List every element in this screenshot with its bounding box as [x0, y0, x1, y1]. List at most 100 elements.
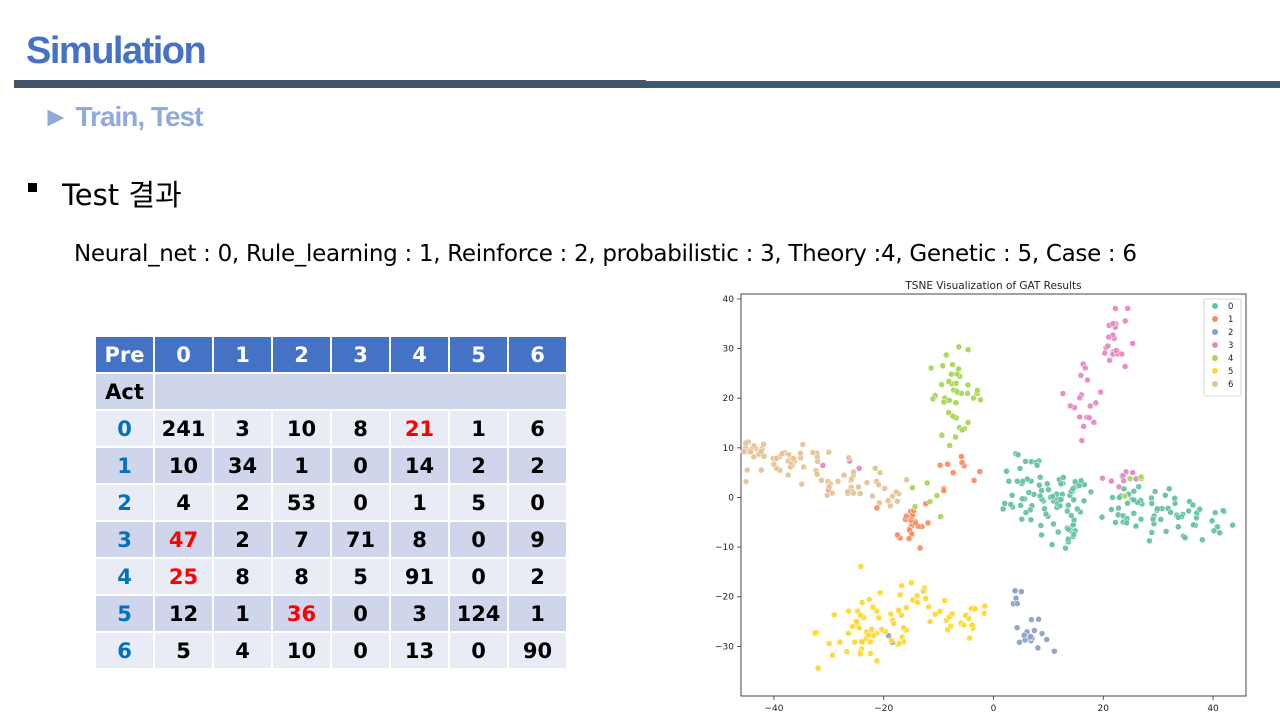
scatter-point-class-0: [1199, 536, 1206, 544]
scatter-point-class-5: [853, 618, 860, 625]
scatter-point-class-0: [1137, 516, 1145, 523]
matrix-cell: 0: [330, 483, 391, 522]
scatter-point-class-5: [845, 607, 852, 615]
scatter-point-class-0: [1037, 474, 1044, 481]
scatter-point-class-6: [856, 490, 864, 497]
scatter-point-class-4: [945, 378, 953, 385]
scatter-point-class-5: [866, 596, 873, 603]
scatter-point-class-5: [811, 629, 819, 637]
matrix-cell: 10: [271, 409, 332, 448]
scatter-point-class-1: [912, 519, 919, 527]
legend-marker-4: [1212, 355, 1218, 361]
scatter-point-class-5: [971, 605, 979, 613]
y-tick-label: 30: [723, 345, 735, 355]
scatter-point-class-6: [778, 450, 786, 457]
scatter-point-class-3: [1106, 357, 1113, 364]
corner-act-label: Act: [94, 372, 155, 411]
scatter-point-class-5: [867, 638, 874, 646]
scatter-point-class-3: [1087, 402, 1094, 410]
scatter-point-class-0: [1162, 528, 1170, 535]
actual-label: 4: [94, 557, 155, 596]
scatter-point-class-3: [1086, 414, 1093, 422]
scatter-point-class-5: [857, 650, 864, 658]
scatter-point-class-5: [941, 597, 948, 604]
scatter-point-class-0: [1064, 507, 1071, 515]
legend-label: 6: [1228, 380, 1233, 390]
scatter-point-class-6: [863, 479, 871, 486]
scatter-point-class-0: [1036, 481, 1043, 489]
y-tick-label: −10: [715, 543, 734, 553]
scatter-point-class-3: [1129, 469, 1136, 476]
matrix-cell: 0: [330, 631, 391, 670]
scatter-point-class-4: [964, 346, 972, 353]
scatter-point-class-6: [850, 489, 857, 497]
scatter-point-class-0: [1070, 496, 1077, 504]
scatter-point-class-3: [1109, 320, 1117, 327]
scatter-point-class-3: [1092, 399, 1100, 407]
scatter-point-class-6: [747, 448, 754, 456]
scatter-point-class-5: [876, 589, 884, 596]
matrix-cell: 8: [212, 557, 273, 596]
scatter-point-class-0: [1065, 526, 1072, 533]
actual-label: 3: [94, 520, 155, 559]
legend-box: [1203, 298, 1242, 397]
matrix-cell: 6: [507, 409, 568, 448]
scatter-point-class-2: [1018, 588, 1025, 595]
matrix-cell: 8: [271, 557, 332, 596]
scatter-point-class-0: [1175, 523, 1182, 530]
scatter-point-class-0: [1060, 474, 1067, 481]
scatter-point-class-0: [1056, 502, 1064, 510]
actual-label: 0: [94, 409, 155, 448]
scatter-point-class-5: [857, 563, 865, 570]
scatter-point-class-6: [799, 441, 807, 448]
scatter-point-class-3: [1121, 317, 1129, 325]
scatter-point-class-0: [1171, 495, 1178, 502]
scatter-point-class-3: [1101, 349, 1109, 357]
scatter-point-class-3: [1129, 340, 1136, 347]
confusion-matrix: Pre 0 1 2 3 4 5 6 Act 0 241 3 10 8 21 1 …: [94, 335, 568, 670]
scatter-point-class-0: [1057, 496, 1064, 503]
scatter-point-class-6: [809, 449, 817, 456]
scatter-point-class-0: [1008, 492, 1016, 499]
scatter-point-class-0: [1068, 512, 1075, 519]
scatter-point-class-4: [938, 381, 945, 388]
scatter-point-class-0: [1210, 527, 1218, 534]
scatter-point-class-5: [826, 640, 833, 647]
matrix-cell: 2: [507, 446, 568, 485]
scatter-point-class-5: [869, 603, 877, 611]
scatter-point-class-6: [894, 498, 901, 505]
scatter-point-class-4: [1126, 475, 1134, 482]
scatter-point-class-3: [1115, 483, 1123, 491]
matrix-cell: 10: [271, 631, 332, 670]
scatter-point-class-3: [1080, 423, 1087, 430]
table-row: 0 241 3 10 8 21 1 6: [94, 409, 568, 448]
scatter-point-class-0: [1014, 477, 1021, 485]
scatter-point-class-2: [1011, 587, 1019, 595]
scatter-point-class-4: [974, 387, 981, 394]
y-tick-label: 0: [728, 493, 734, 503]
title-underline-right: [646, 81, 1280, 88]
scatter-point-class-3: [1108, 477, 1115, 485]
scatter-point-class-4: [952, 433, 959, 441]
table-row: 3 47 2 7 71 8 0 9: [94, 520, 568, 559]
scatter-point-class-4: [940, 398, 948, 406]
scatter-point-class-6: [750, 453, 758, 461]
scatter-point-class-3: [855, 465, 863, 472]
scatter-point-class-1: [976, 468, 983, 475]
scatter-point-class-3: [1067, 402, 1074, 410]
scatter-point-class-4: [911, 503, 919, 510]
matrix-cell: 0: [448, 520, 509, 559]
legend-marker-5: [1212, 368, 1218, 374]
pred-label: 6: [507, 335, 568, 374]
scatter-point-class-1: [894, 531, 901, 539]
scatter-point-class-0: [1146, 537, 1153, 545]
scatter-point-class-0: [1185, 507, 1192, 515]
scatter-point-class-6: [742, 440, 749, 447]
matrix-cell: 4: [212, 631, 273, 670]
actual-label: 1: [94, 446, 155, 485]
scatter-point-class-1: [905, 535, 913, 542]
scatter-point-class-0: [1003, 467, 1010, 475]
scatter-point-class-5: [890, 620, 897, 627]
scatter-point-class-0: [1087, 488, 1095, 496]
scatter-point-class-0: [1149, 515, 1157, 523]
